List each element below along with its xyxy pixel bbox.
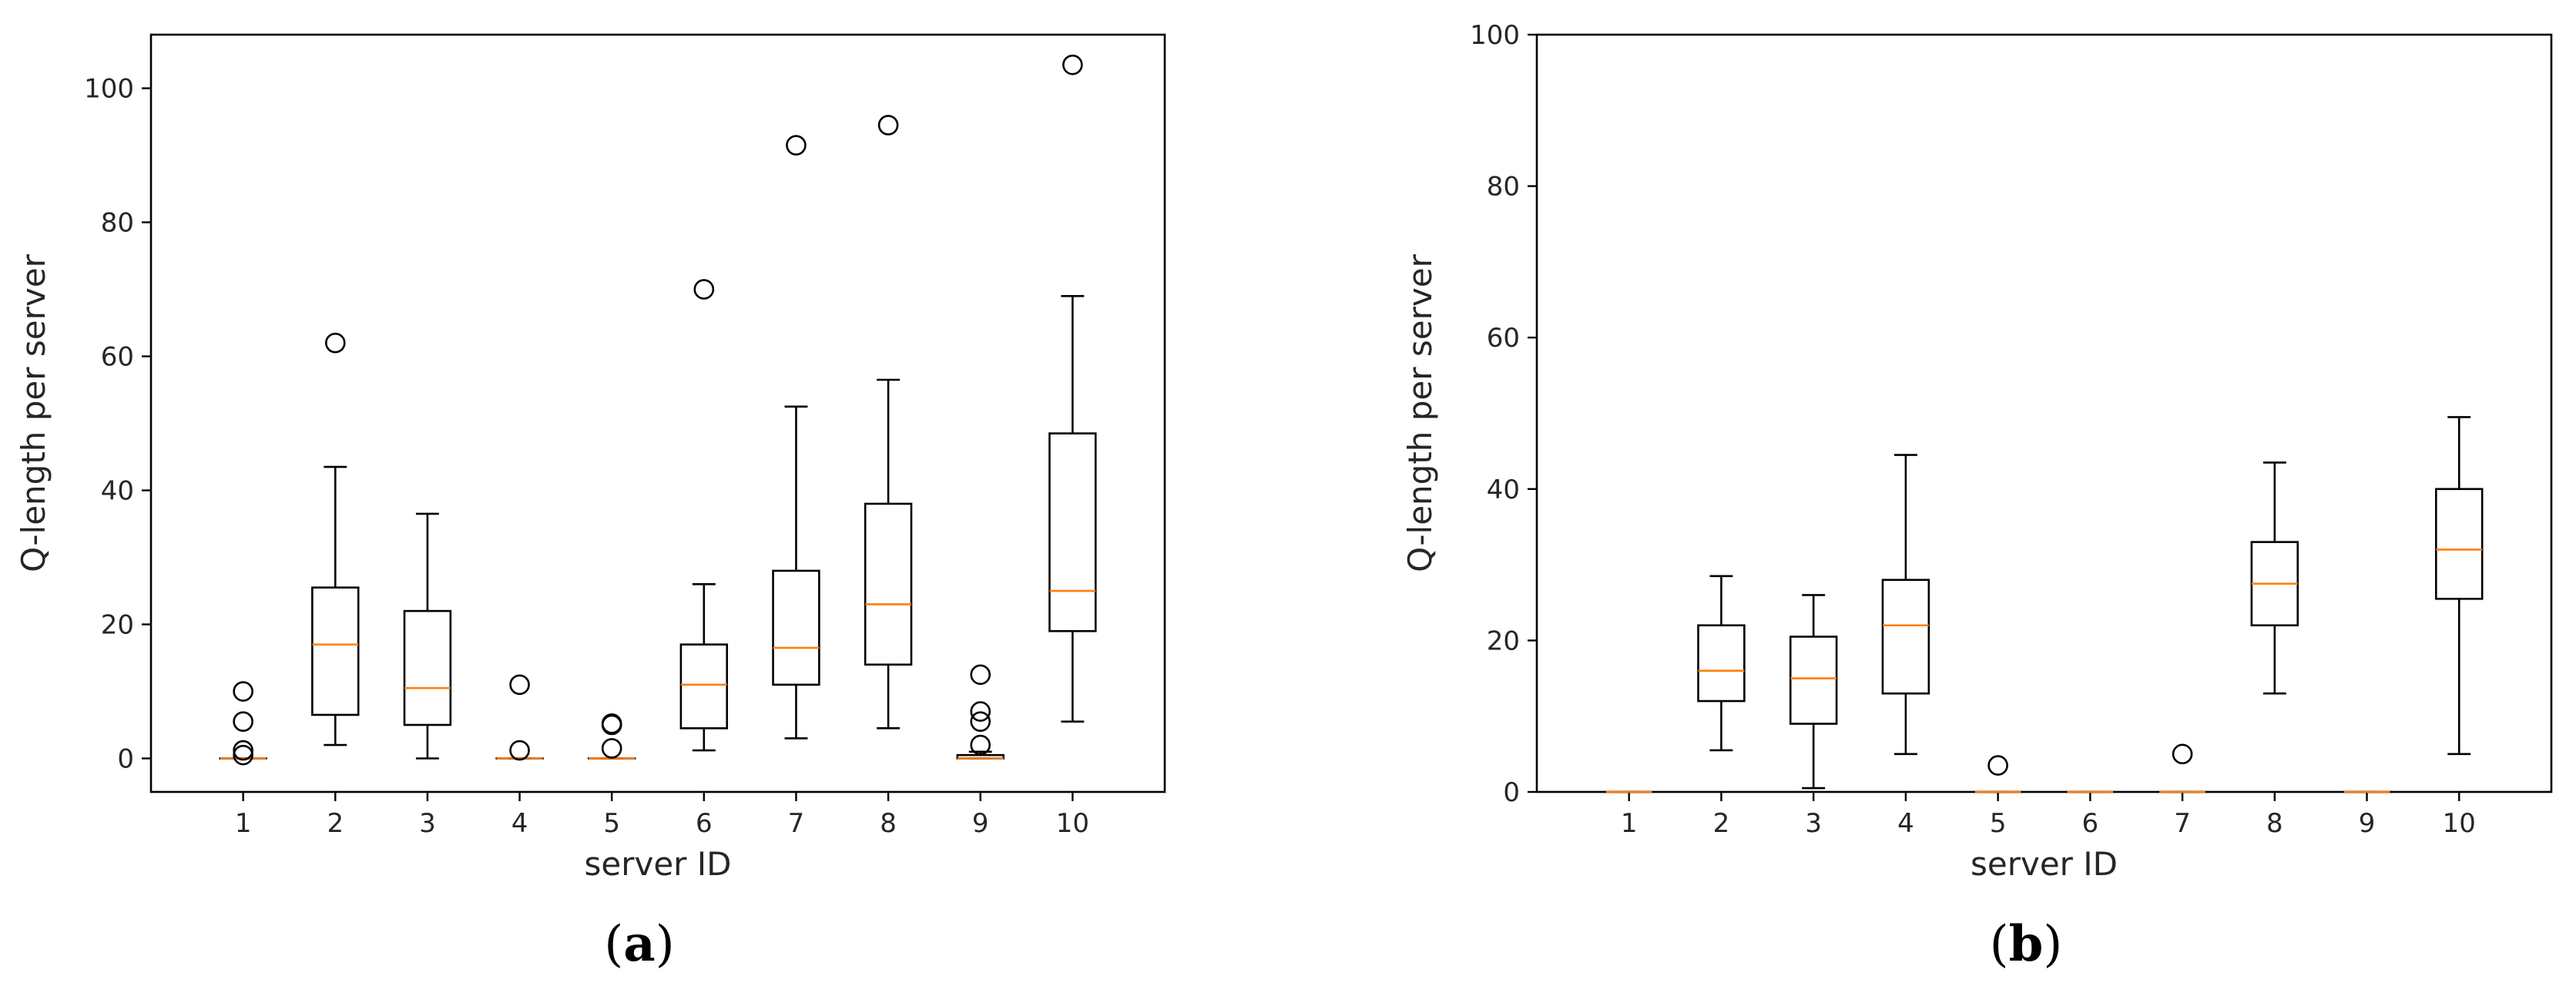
outlier-point xyxy=(970,664,991,686)
outlier-point xyxy=(324,332,346,354)
x-tick-label: 4 xyxy=(512,808,528,839)
outlier-point xyxy=(877,115,899,136)
y-tick-label: 100 xyxy=(1470,20,1520,51)
y-tick-label: 60 xyxy=(101,342,134,373)
x-tick-label: 7 xyxy=(2174,808,2191,839)
chart-panel-b: 0 20 40 60 80 100 1 2 3 4 5 6 7 8 9 10 server ID Q-length… xyxy=(1401,20,2553,973)
box-server-3 xyxy=(403,512,452,760)
x-tick-label: 4 xyxy=(1897,808,1914,839)
box-iqr xyxy=(2435,488,2484,600)
plot-frame xyxy=(1535,33,2553,793)
y-tick-label: 60 xyxy=(1487,323,1520,354)
box-server-5 xyxy=(1974,755,2022,793)
x-tick-label: 6 xyxy=(696,808,713,839)
box-server-7 xyxy=(772,135,820,740)
outlier-point xyxy=(601,738,622,759)
panel-label-letter: a xyxy=(623,915,655,973)
box-iqr xyxy=(1881,579,1930,695)
outlier-point xyxy=(233,744,253,766)
x-tick-label: 1 xyxy=(1621,808,1638,839)
y-tick-label: 0 xyxy=(117,744,134,775)
outlier-point xyxy=(1987,755,2008,776)
y-tick-label: 40 xyxy=(101,476,134,507)
x-tick-label: 5 xyxy=(1990,808,2007,839)
y-tick-label: 100 xyxy=(84,74,134,105)
outlier-point xyxy=(970,734,991,756)
box-iqr xyxy=(1789,636,1838,725)
box-server-10 xyxy=(1048,54,1097,723)
box-iqr xyxy=(864,502,913,666)
panel-label: (a) xyxy=(604,915,674,973)
panel-label-open: ( xyxy=(1990,916,2009,973)
x-tick-label: 2 xyxy=(1713,808,1730,839)
box-server-9 xyxy=(956,664,1005,760)
outlier-point xyxy=(509,674,530,696)
chart-panel-a: 0 20 40 60 80 100 1 2 3 4 5 6 7 8 9 10 server ID Q-length… xyxy=(15,33,1166,973)
box-server-3 xyxy=(1789,594,1838,790)
x-tick-label: 9 xyxy=(972,808,989,839)
outlier-point xyxy=(233,740,253,761)
y-tick-label: 80 xyxy=(1487,172,1520,203)
outlier-point xyxy=(233,681,253,702)
box-server-10 xyxy=(2435,416,2484,756)
x-tick-label: 5 xyxy=(603,808,620,839)
box-iqr xyxy=(1697,624,1746,703)
y-tick-label: 80 xyxy=(101,208,134,239)
x-axis-label: server ID xyxy=(584,845,731,883)
box-iqr xyxy=(679,643,729,730)
x-tick-label: 8 xyxy=(2266,808,2283,839)
outlier-point xyxy=(970,701,991,722)
panel-label: (b) xyxy=(1990,915,2063,973)
box-iqr xyxy=(1048,432,1097,632)
x-tick-label: 8 xyxy=(880,808,897,839)
x-tick-label: 7 xyxy=(788,808,805,839)
x-axis-label: server ID xyxy=(1971,845,2118,883)
outlier-point xyxy=(509,740,530,761)
outlier-point xyxy=(2172,743,2193,765)
x-tick-label: 9 xyxy=(2359,808,2376,839)
x-tick-label: 10 xyxy=(2443,808,2476,839)
y-tick-label: 20 xyxy=(101,610,134,641)
box-iqr xyxy=(311,586,360,716)
y-tick-label: 0 xyxy=(1503,777,1520,808)
x-tick-label: 6 xyxy=(2082,808,2099,839)
x-tick-label: 3 xyxy=(1805,808,1822,839)
plot-frame xyxy=(149,33,1166,793)
y-tick-label: 40 xyxy=(1487,475,1520,505)
x-tick-label: 3 xyxy=(419,808,436,839)
box-server-5 xyxy=(587,713,636,760)
outlier-point xyxy=(1062,54,1083,75)
box-server-6 xyxy=(679,279,729,752)
outlier-point xyxy=(601,714,622,736)
box-server-4 xyxy=(1881,454,1930,756)
x-tick-label: 1 xyxy=(235,808,252,839)
y-axis-label: Q-length per server xyxy=(1401,253,1439,572)
box-server-7 xyxy=(2158,743,2207,793)
box-server-8 xyxy=(864,115,913,730)
outlier-point xyxy=(970,711,991,732)
box-server-2 xyxy=(311,332,360,746)
panel-label-close: ) xyxy=(656,916,675,973)
panel-label-open: ( xyxy=(604,916,623,973)
box-server-4 xyxy=(495,674,544,761)
outlier-point xyxy=(786,135,807,156)
x-tick-label: 2 xyxy=(327,808,344,839)
box-server-2 xyxy=(1697,575,1746,752)
y-axis-label: Q-length per server xyxy=(15,253,52,572)
box-server-1 xyxy=(219,681,267,766)
panel-label-close: ) xyxy=(2043,916,2062,973)
box-iqr xyxy=(403,609,452,726)
x-tick-label: 10 xyxy=(1056,808,1089,839)
outlier-point xyxy=(693,279,715,300)
box-iqr xyxy=(772,569,820,686)
box-server-8 xyxy=(2250,461,2299,695)
outlier-point xyxy=(233,711,253,732)
panel-label-letter: b xyxy=(2009,915,2044,973)
y-tick-label: 20 xyxy=(1487,626,1520,656)
